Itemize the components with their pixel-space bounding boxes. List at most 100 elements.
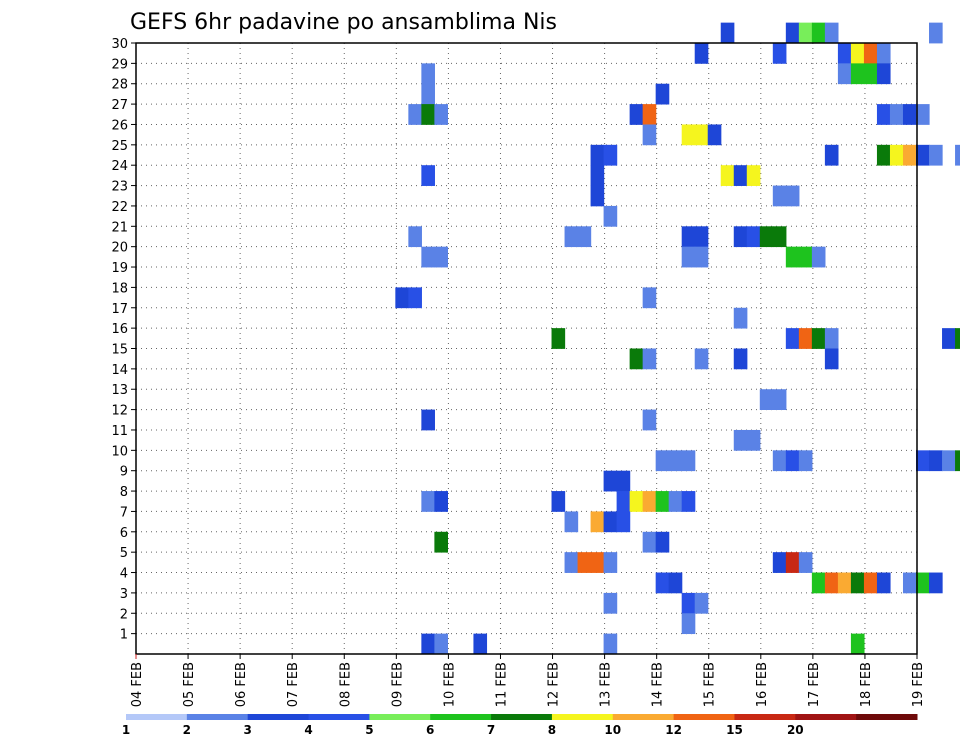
- y-tick-label: 27: [111, 98, 128, 113]
- x-tick-label: 11 FEB: [494, 662, 509, 707]
- data-cell: [785, 246, 800, 268]
- data-cell: [798, 450, 813, 472]
- data-cell: [798, 246, 813, 268]
- colorbar-swatch: [551, 714, 614, 720]
- colorbar-swatch: [126, 714, 188, 720]
- chart-title: GEFS 6hr padavine po ansamblima Nis: [130, 10, 557, 35]
- data-cells: [395, 22, 960, 655]
- data-cell: [837, 43, 852, 64]
- data-cell: [785, 22, 800, 44]
- data-cell: [408, 287, 422, 309]
- data-cell: [811, 328, 826, 349]
- data-cell: [929, 450, 943, 472]
- data-cell: [707, 124, 722, 146]
- x-axis: 04 FEB 05 FEB 06 FEB 07 FEB 08 FEB 09 FEB 10 F…: [130, 654, 926, 707]
- x-tick-label: 08 FEB: [338, 662, 353, 707]
- data-cell: [616, 470, 631, 492]
- colorbar-label: 7: [487, 723, 495, 737]
- y-tick-label: 30: [111, 37, 128, 52]
- data-cell: [616, 511, 631, 533]
- data-cell: [642, 104, 657, 125]
- data-cell: [681, 491, 696, 512]
- data-cell: [876, 104, 891, 125]
- data-cell: [642, 348, 657, 370]
- data-cell: [629, 104, 644, 125]
- y-tick-label: 25: [111, 139, 128, 154]
- x-tick-label: 17 FEB: [807, 662, 822, 707]
- data-cell: [681, 124, 696, 146]
- data-cell: [876, 572, 891, 594]
- data-cell: [876, 144, 891, 166]
- data-cell: [785, 450, 800, 472]
- data-cell: [916, 450, 930, 472]
- data-cell: [421, 246, 435, 268]
- x-tick-label: 10 FEB: [442, 662, 457, 707]
- data-cell: [421, 83, 435, 105]
- data-cell: [564, 226, 579, 248]
- data-cell: [642, 287, 657, 309]
- data-cell: [889, 104, 904, 125]
- colorbar-label: 3: [244, 723, 252, 737]
- data-cell: [772, 226, 787, 248]
- data-cell: [473, 633, 488, 655]
- data-cell: [408, 226, 422, 248]
- data-cell: [733, 307, 748, 329]
- colorbar-swatch: [612, 714, 675, 720]
- colorbar-label: 10: [604, 723, 621, 737]
- data-cell: [902, 104, 917, 125]
- y-tick-label: 13: [111, 383, 128, 398]
- data-cell: [863, 63, 878, 85]
- data-cell: [616, 491, 631, 512]
- data-cell: [603, 144, 618, 166]
- y-tick-label: 1: [120, 628, 128, 643]
- y-tick-label: 23: [111, 180, 128, 195]
- data-cell: [590, 165, 605, 186]
- data-cell: [603, 552, 618, 573]
- colorbar-swatch: [430, 714, 492, 720]
- data-cell: [811, 22, 826, 44]
- data-cell: [668, 572, 683, 594]
- data-cell: [720, 165, 735, 186]
- data-cell: [564, 552, 579, 573]
- colorbar-label: 4: [304, 723, 312, 737]
- colorbar-label: 5: [365, 723, 373, 737]
- data-cell: [694, 246, 709, 268]
- data-cell: [421, 165, 435, 186]
- data-cell: [916, 104, 930, 125]
- data-cell: [590, 552, 605, 573]
- x-tick-label: 14 FEB: [651, 662, 666, 707]
- data-cell: [746, 165, 761, 186]
- data-cell: [681, 450, 696, 472]
- x-tick-label: 15 FEB: [703, 662, 718, 707]
- data-cell: [434, 104, 448, 125]
- data-cell: [824, 328, 839, 349]
- data-cell: [564, 511, 579, 533]
- data-cell: [655, 450, 670, 472]
- data-cell: [955, 450, 960, 472]
- y-tick-label: 8: [120, 485, 128, 500]
- data-cell: [863, 572, 878, 594]
- data-cell: [668, 450, 683, 472]
- x-tick-label: 04 FEB: [130, 662, 145, 707]
- data-cell: [785, 185, 800, 207]
- data-cell: [929, 22, 943, 44]
- data-cell: [577, 552, 592, 573]
- y-tick-label: 12: [111, 404, 128, 419]
- data-cell: [759, 226, 774, 248]
- data-cell: [681, 246, 696, 268]
- colorbar-swatch: [308, 714, 370, 720]
- colorbar-label: 1: [122, 723, 130, 737]
- data-cell: [798, 552, 813, 573]
- colorbar-label: 2: [183, 723, 191, 737]
- data-cell: [421, 63, 435, 85]
- data-cell: [421, 104, 435, 125]
- data-cell: [434, 491, 448, 512]
- x-tick-label: 09 FEB: [390, 662, 405, 707]
- data-cell: [785, 328, 800, 349]
- data-cell: [798, 328, 813, 349]
- data-cell: [551, 328, 566, 349]
- data-cell: [916, 572, 930, 594]
- data-cell: [733, 226, 748, 248]
- colorbar: 1 2 3 4 5 6 7 8 10 12 15 20: [122, 714, 918, 737]
- data-cell: [916, 144, 930, 166]
